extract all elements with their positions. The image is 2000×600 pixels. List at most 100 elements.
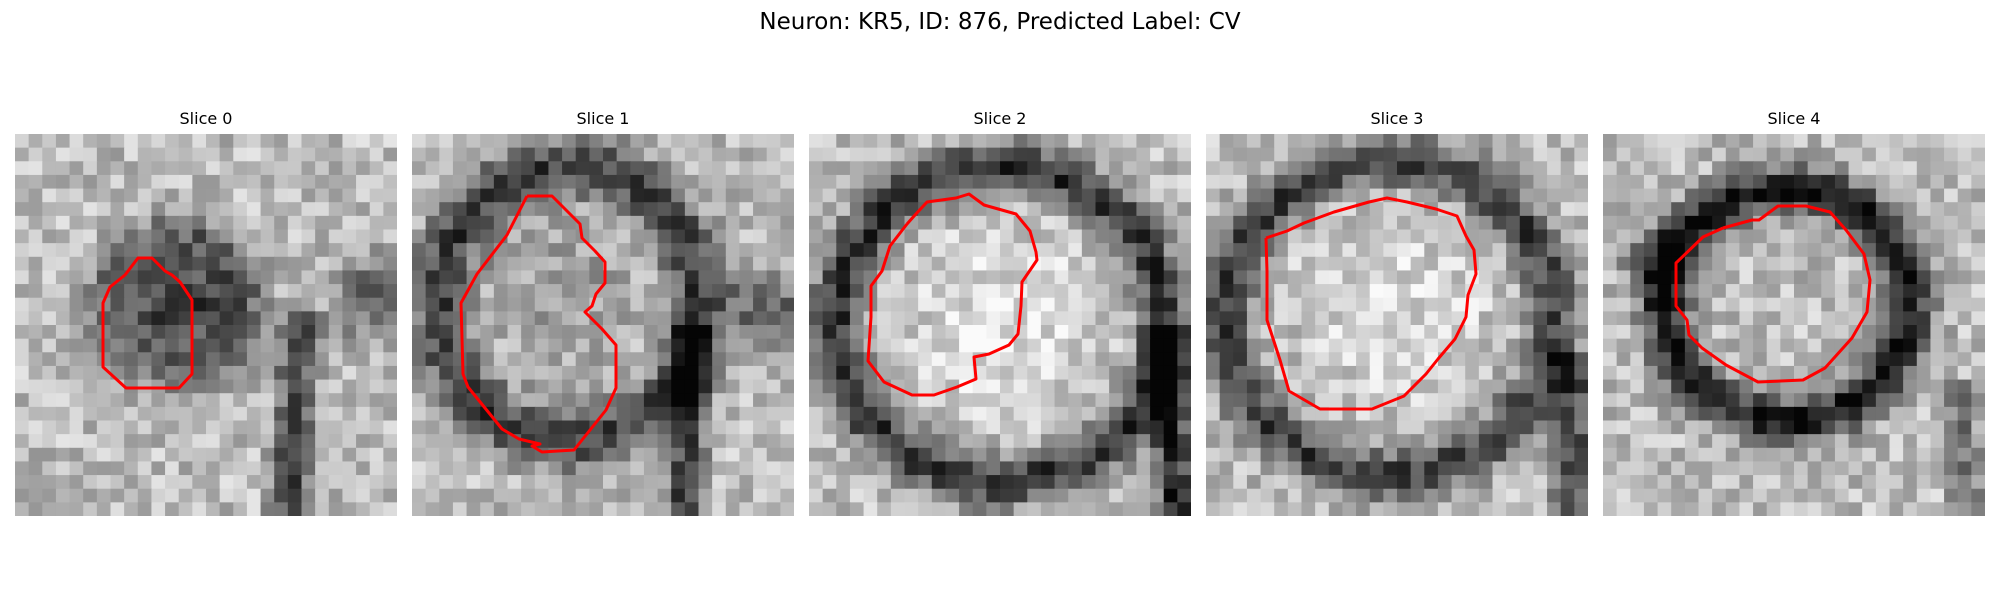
image-pixel <box>1617 489 1631 503</box>
image-pixel <box>70 257 84 271</box>
image-pixel <box>1944 366 1958 380</box>
image-pixel <box>1917 461 1931 475</box>
image-pixel <box>508 461 522 475</box>
image-pixel <box>1014 393 1028 407</box>
image-pixel <box>739 311 753 325</box>
image-pixel <box>1164 421 1178 435</box>
image-pixel <box>1411 257 1425 271</box>
image-pixel <box>480 489 494 503</box>
image-pixel <box>603 502 617 516</box>
image-pixel <box>1780 339 1794 353</box>
image-pixel <box>780 434 794 448</box>
image-pixel <box>1055 434 1069 448</box>
image-pixel <box>1533 311 1547 325</box>
image-pixel <box>356 148 370 162</box>
image-pixel <box>699 161 713 175</box>
image-pixel <box>644 148 658 162</box>
image-pixel <box>945 284 959 298</box>
image-pixel <box>726 448 740 462</box>
image-pixel <box>1849 352 1863 366</box>
image-pixel <box>1520 502 1534 516</box>
image-pixel <box>1247 380 1261 394</box>
image-pixel <box>1903 502 1917 516</box>
image-pixel <box>1438 421 1452 435</box>
image-pixel <box>1821 134 1835 148</box>
image-pixel <box>685 339 699 353</box>
image-pixel <box>342 380 356 394</box>
image-pixel <box>124 393 138 407</box>
image-pixel <box>151 366 165 380</box>
image-pixel <box>630 434 644 448</box>
image-pixel <box>1574 148 1588 162</box>
image-pixel <box>1794 134 1808 148</box>
image-pixel <box>850 366 864 380</box>
image-pixel <box>1944 434 1958 448</box>
image-pixel <box>1014 189 1028 203</box>
image-pixel <box>1356 311 1370 325</box>
image-pixel <box>1603 230 1617 244</box>
image-pixel <box>562 270 576 284</box>
image-pixel <box>370 257 384 271</box>
image-pixel <box>1780 270 1794 284</box>
image-pixel <box>712 393 726 407</box>
image-pixel <box>179 148 193 162</box>
image-pixel <box>809 189 823 203</box>
image-pixel <box>1780 148 1794 162</box>
image-pixel <box>1356 352 1370 366</box>
image-pixel <box>726 161 740 175</box>
image-pixel <box>426 202 440 216</box>
image-pixel <box>753 393 767 407</box>
image-pixel <box>1917 407 1931 421</box>
image-pixel <box>1302 175 1316 189</box>
image-pixel <box>739 189 753 203</box>
image-pixel <box>1014 434 1028 448</box>
image-pixel <box>739 175 753 189</box>
image-pixel <box>1233 134 1247 148</box>
image-pixel <box>1150 393 1164 407</box>
image-pixel <box>658 311 672 325</box>
image-pixel <box>1055 230 1069 244</box>
image-pixel <box>247 270 261 284</box>
image-pixel <box>1726 134 1740 148</box>
image-pixel <box>1424 134 1438 148</box>
image-pixel <box>1027 421 1041 435</box>
image-pixel <box>1479 475 1493 489</box>
image-pixel <box>1220 339 1234 353</box>
image-pixel <box>1547 284 1561 298</box>
image-pixel <box>1971 475 1985 489</box>
image-pixel <box>699 270 713 284</box>
image-pixel <box>220 148 234 162</box>
image-pixel <box>329 270 343 284</box>
image-pixel <box>823 461 837 475</box>
image-pixel <box>658 380 672 394</box>
image-pixel <box>1329 366 1343 380</box>
image-pixel <box>1150 202 1164 216</box>
image-pixel <box>302 161 316 175</box>
image-pixel <box>274 148 288 162</box>
image-pixel <box>1726 189 1740 203</box>
image-pixel <box>274 270 288 284</box>
image-pixel <box>233 202 247 216</box>
image-pixel <box>1438 216 1452 230</box>
image-pixel <box>1876 502 1890 516</box>
image-pixel <box>864 257 878 271</box>
image-pixel <box>1164 270 1178 284</box>
image-pixel <box>97 257 111 271</box>
image-pixel <box>1370 352 1384 366</box>
image-pixel <box>809 325 823 339</box>
image-pixel <box>1150 475 1164 489</box>
image-pixel <box>1068 216 1082 230</box>
image-pixel <box>1000 352 1014 366</box>
image-pixel <box>1630 489 1644 503</box>
image-pixel <box>1479 434 1493 448</box>
image-pixel <box>274 448 288 462</box>
image-pixel <box>562 161 576 175</box>
image-pixel <box>439 257 453 271</box>
image-pixel <box>1041 189 1055 203</box>
image-pixel <box>891 311 905 325</box>
image-pixel <box>439 475 453 489</box>
image-pixel <box>1644 475 1658 489</box>
image-pixel <box>1753 257 1767 271</box>
image-pixel <box>1452 434 1466 448</box>
image-pixel <box>1699 284 1713 298</box>
